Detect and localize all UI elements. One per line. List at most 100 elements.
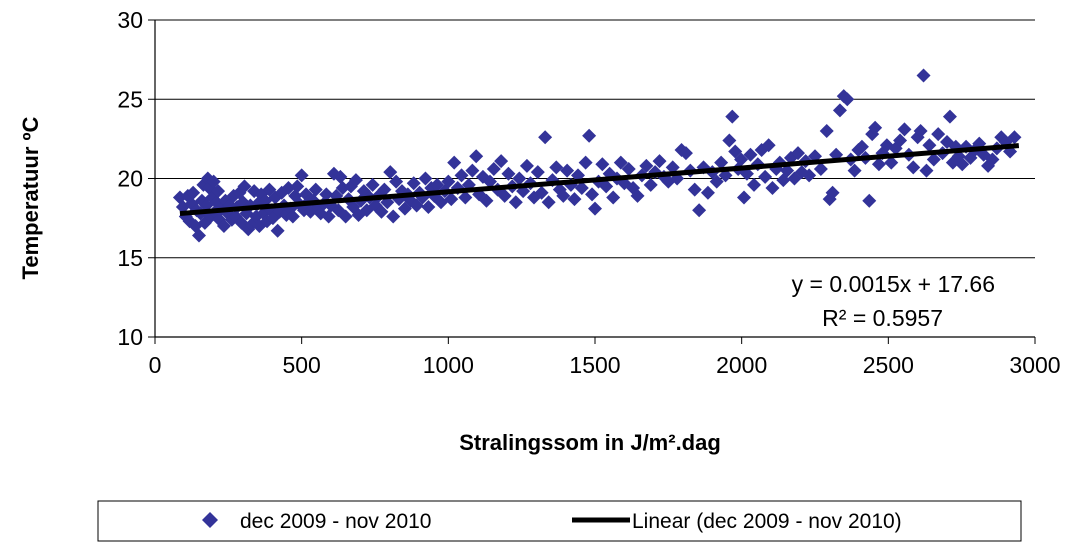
y-tick-label: 25 [117, 86, 143, 112]
data-point [186, 185, 201, 200]
data-point [922, 138, 937, 153]
trendline-r-squared: R² = 0.5957 [822, 305, 943, 331]
data-point [722, 133, 737, 148]
data-point [737, 190, 752, 205]
data-point [847, 163, 862, 178]
data-point [333, 169, 348, 184]
data-point [865, 127, 880, 142]
data-point [687, 182, 702, 197]
y-tick-label: 15 [117, 245, 143, 271]
data-point [868, 120, 883, 135]
data-point [458, 190, 473, 205]
data-point [574, 181, 589, 196]
data-point [192, 228, 206, 243]
data-point [374, 204, 389, 219]
data-point [621, 161, 636, 176]
data-point [294, 168, 309, 183]
data-point [308, 182, 323, 197]
data-point [906, 160, 921, 175]
x-tick-label: 2000 [716, 352, 767, 378]
data-point [469, 149, 484, 164]
data-point [606, 190, 621, 205]
data-point [582, 128, 597, 143]
data-point [893, 133, 908, 148]
data-point [599, 179, 614, 194]
data-point [613, 155, 628, 170]
data-point [871, 157, 886, 172]
data-point [290, 179, 305, 194]
data-point [534, 185, 549, 200]
data-point [530, 165, 545, 180]
x-tick-label: 500 [282, 352, 320, 378]
data-point [386, 209, 401, 224]
data-point [494, 154, 509, 169]
data-point [840, 92, 855, 107]
data-point [714, 155, 729, 170]
data-point [465, 163, 480, 178]
data-point [985, 152, 1000, 167]
data-point [652, 154, 667, 169]
data-point [519, 158, 534, 173]
data-point [556, 188, 571, 203]
data-point [862, 193, 877, 208]
data-point [790, 146, 805, 161]
data-point [406, 176, 421, 191]
data-point [454, 168, 469, 183]
legend-trendline-label: Linear (dec 2009 - nov 2010) [632, 510, 902, 533]
data-point [639, 158, 654, 173]
data-point [758, 169, 773, 184]
data-point [348, 173, 363, 188]
data-point [942, 109, 957, 124]
y-tick-label: 10 [117, 324, 143, 350]
data-point [897, 122, 912, 137]
data-point [630, 188, 645, 203]
x-tick-label: 1500 [569, 352, 620, 378]
trendline-equation: y = 0.0015x + 17.66 [792, 271, 995, 297]
data-point [854, 139, 869, 154]
data-point [508, 195, 523, 210]
trendline [179, 143, 1020, 217]
x-axis-title: Stralingssom in J/m².dag [459, 430, 721, 455]
data-point [321, 209, 336, 224]
data-point [709, 174, 724, 189]
data-point [585, 187, 600, 202]
data-point [931, 127, 946, 142]
data-point [913, 123, 928, 138]
data-point [1007, 130, 1022, 145]
axes [148, 19, 1036, 344]
legend-box [97, 500, 1022, 542]
data-point [832, 103, 847, 118]
data-point [802, 168, 817, 183]
data-point [595, 157, 610, 172]
x-tick-label: 2500 [863, 352, 914, 378]
data-point [678, 146, 693, 161]
data-point [825, 185, 840, 200]
data-point [434, 195, 448, 210]
data-point [501, 166, 516, 181]
data-point [549, 160, 564, 175]
x-tick-label: 3000 [1009, 352, 1060, 378]
data-point [421, 200, 436, 215]
data-point [765, 181, 780, 196]
data-point [588, 201, 602, 216]
data-point [567, 192, 582, 207]
data-point [538, 130, 553, 145]
data-point [482, 174, 497, 189]
data-point [926, 152, 941, 167]
data-point [441, 174, 456, 189]
data-point [919, 163, 934, 178]
data-point [746, 177, 761, 192]
data-point [955, 157, 970, 172]
data-point [237, 179, 252, 194]
y-axis-title: Temperatuur ºC [18, 116, 43, 279]
legend-diamond-marker [202, 512, 218, 528]
x-tick-label: 1000 [423, 352, 474, 378]
data-point [338, 209, 353, 224]
data-point [761, 138, 776, 153]
y-tick-label: 30 [117, 7, 143, 33]
data-point [725, 109, 740, 124]
data-point [285, 209, 300, 224]
data-point [281, 181, 296, 196]
data-point [479, 193, 494, 208]
